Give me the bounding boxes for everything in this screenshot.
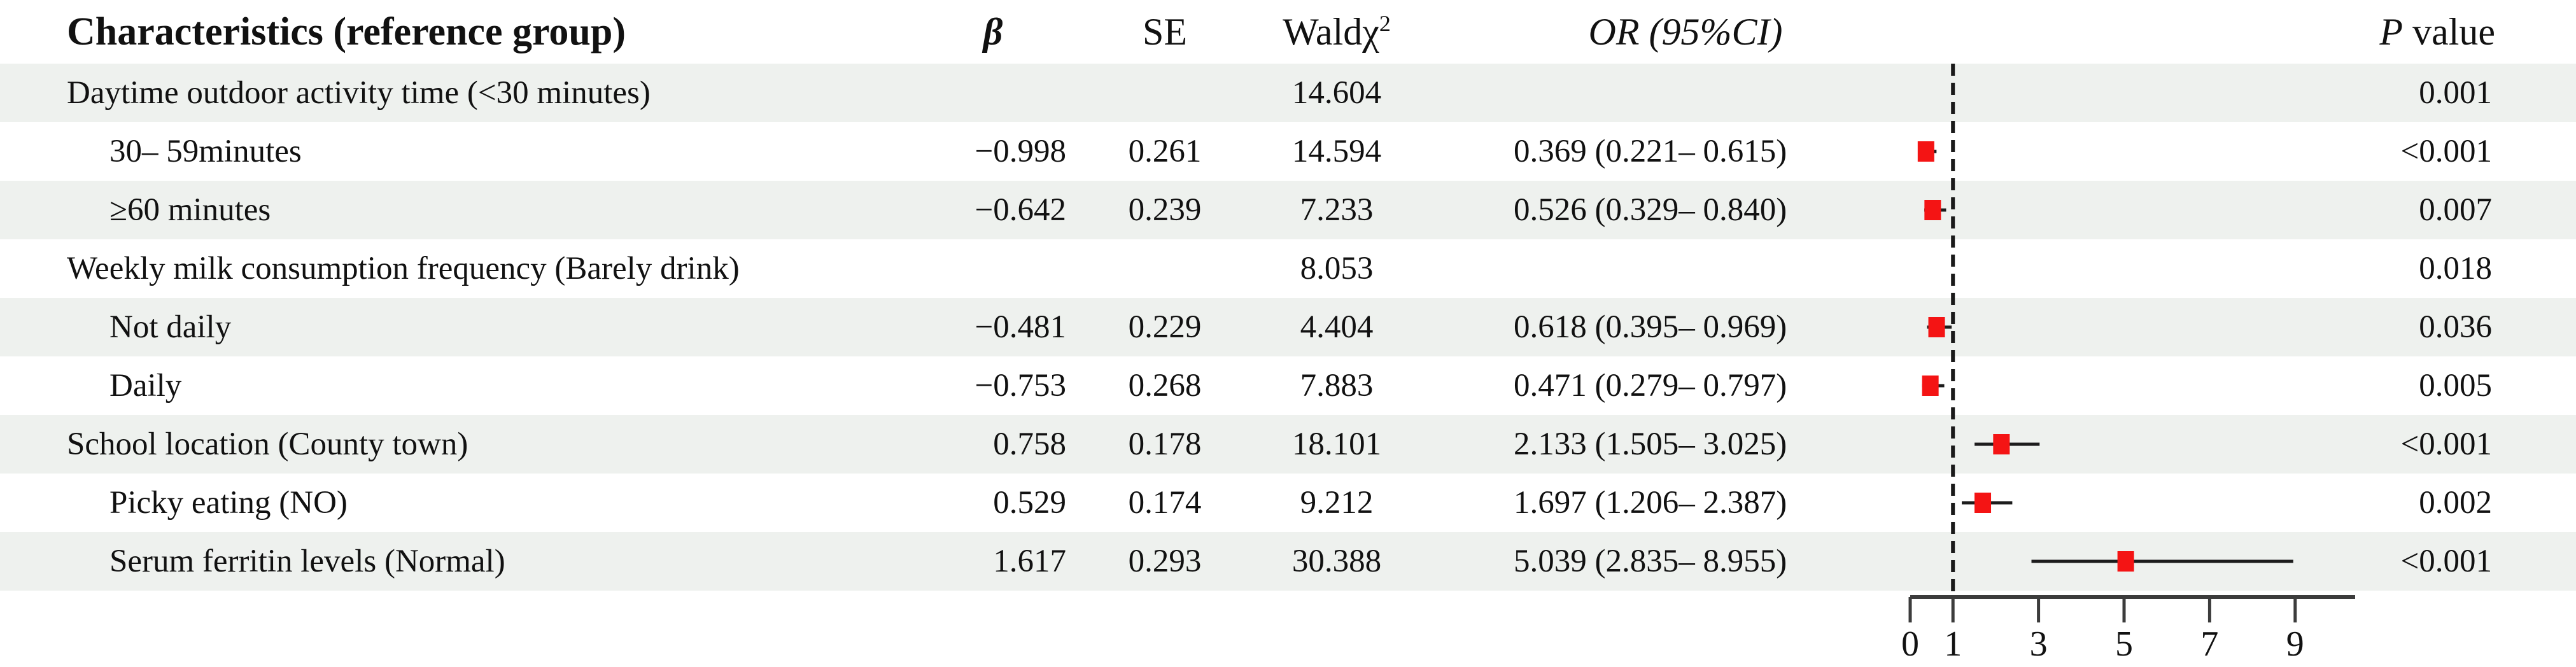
column-header-p-value: P value: [2311, 0, 2495, 64]
cell-beta: −0.998: [975, 134, 1066, 169]
cell-beta: 0.529: [993, 485, 1066, 521]
cell-wald: 7.233: [1300, 192, 1374, 228]
cell-p-value: 0.007: [2419, 192, 2492, 228]
cell-or-ci: 0.618 (0.395– 0.969): [1514, 309, 1787, 345]
cell-characteristic: Weekly milk consumption frequency (Barel…: [67, 251, 740, 286]
cell-p-value: <0.001: [2400, 544, 2492, 579]
cell-wald: 14.604: [1292, 75, 1382, 111]
cell-wald: 9.212: [1300, 485, 1374, 521]
cell-wald: 4.404: [1300, 309, 1374, 345]
cell-wald: 18.101: [1292, 426, 1382, 462]
cell-beta: [920, 239, 1066, 298]
cell-characteristic: 30– 59minutes: [109, 134, 302, 169]
cell-p-value: <0.001: [2400, 426, 2492, 462]
x-axis-tick-label: 7: [2200, 624, 2218, 664]
table-row: ≥60 minutes −0.642 0.239 7.233 0.526 (0.329–…: [0, 181, 2576, 239]
cell-beta: 0.758: [993, 426, 1066, 462]
cell-se: 0.261: [1128, 134, 1202, 169]
cell-or-ci: 5.039 (2.835– 8.955): [1514, 544, 1787, 579]
table-row: Serum ferritin levels (Normal) 1.617 0.293…: [0, 532, 2576, 591]
table-row: School location (County town) 0.758 0.178 1…: [0, 415, 2576, 474]
cell-wald: 14.594: [1292, 134, 1382, 169]
table-row: Not daily −0.481 0.229 4.404 0.618 (0.395– 0…: [0, 298, 2576, 356]
cell-p-value: 0.005: [2419, 368, 2492, 404]
cell-se: 0.229: [1128, 309, 1202, 345]
cell-se: 0.239: [1128, 192, 1202, 228]
cell-beta: −0.481: [975, 309, 1066, 345]
x-axis-tick-label: 9: [2286, 624, 2304, 664]
x-axis-tick-label: 1: [1944, 624, 1962, 664]
cell-p-value: 0.036: [2419, 309, 2492, 345]
cell-characteristic: Daily: [109, 368, 182, 404]
column-header-wald-chi2: Waldχ2: [1260, 0, 1413, 64]
wald-chi-text: Waldχ: [1283, 11, 1379, 53]
cell-se: 0.293: [1128, 544, 1202, 579]
cell-or-ci: 0.369 (0.221– 0.615): [1514, 134, 1787, 169]
column-header-characteristics: Characteristics (reference group): [67, 10, 626, 53]
cell-se: [1108, 239, 1222, 298]
cell-characteristic: Picky eating (NO): [109, 485, 348, 521]
wald-chi-superscript: 2: [1379, 11, 1391, 36]
cell-or-ci: 1.697 (1.206– 2.387): [1514, 485, 1787, 521]
table-row: Daytime outdoor activity time (<30 minut…: [0, 64, 2576, 122]
cell-p-value: 0.002: [2419, 485, 2492, 521]
cell-wald: 30.388: [1292, 544, 1382, 579]
cell-se: [1108, 64, 1222, 122]
table-row: Daily −0.753 0.268 7.883 0.471 (0.279– 0.797…: [0, 356, 2576, 415]
cell-characteristic: ≥60 minutes: [109, 192, 271, 228]
cell-or-ci: 0.471 (0.279– 0.797): [1514, 368, 1787, 404]
table-row: Picky eating (NO) 0.529 0.174 9.212 1.697 (1…: [0, 474, 2576, 532]
column-header-beta: β: [983, 11, 1003, 53]
cell-beta: [920, 64, 1066, 122]
cell-characteristic: Serum ferritin levels (Normal): [109, 544, 505, 579]
column-header-or-ci: OR (95%CI): [1588, 11, 1783, 53]
x-axis-tick-label: 5: [2115, 624, 2133, 664]
cell-or-ci: 0.526 (0.329– 0.840): [1514, 192, 1787, 228]
cell-wald: 7.883: [1300, 368, 1374, 404]
cell-se: 0.268: [1128, 368, 1202, 404]
table-header-row: Characteristics (reference group) β SE W…: [0, 0, 2576, 64]
cell-se: 0.174: [1128, 485, 1202, 521]
cell-or-ci: 2.133 (1.505– 3.025): [1514, 426, 1787, 462]
cell-p-value: <0.001: [2400, 134, 2492, 169]
cell-characteristic: Daytime outdoor activity time (<30 minut…: [67, 75, 651, 111]
x-axis-tick-label: 3: [2030, 624, 2048, 664]
cell-beta: 1.617: [993, 544, 1066, 579]
cell-beta: −0.642: [975, 192, 1066, 228]
cell-or-ci: [1514, 239, 1870, 298]
cell-beta: −0.753: [975, 368, 1066, 404]
table-row: 30– 59minutes −0.998 0.261 14.594 0.369 (0.2…: [0, 122, 2576, 181]
column-header-se: SE: [1142, 11, 1188, 53]
p-italic: P: [2379, 11, 2404, 53]
cell-p-value: 0.018: [2419, 251, 2492, 286]
cell-se: 0.178: [1128, 426, 1202, 462]
cell-or-ci: [1514, 64, 1870, 122]
table-row: Weekly milk consumption frequency (Barel…: [0, 239, 2576, 298]
cell-characteristic: Not daily: [109, 309, 232, 345]
cell-wald: 8.053: [1300, 251, 1374, 286]
cell-p-value: 0.001: [2419, 75, 2492, 111]
cell-characteristic: School location (County town): [67, 426, 468, 462]
x-axis-tick-label: 0: [1901, 624, 1919, 664]
p-rest: value: [2403, 11, 2495, 53]
